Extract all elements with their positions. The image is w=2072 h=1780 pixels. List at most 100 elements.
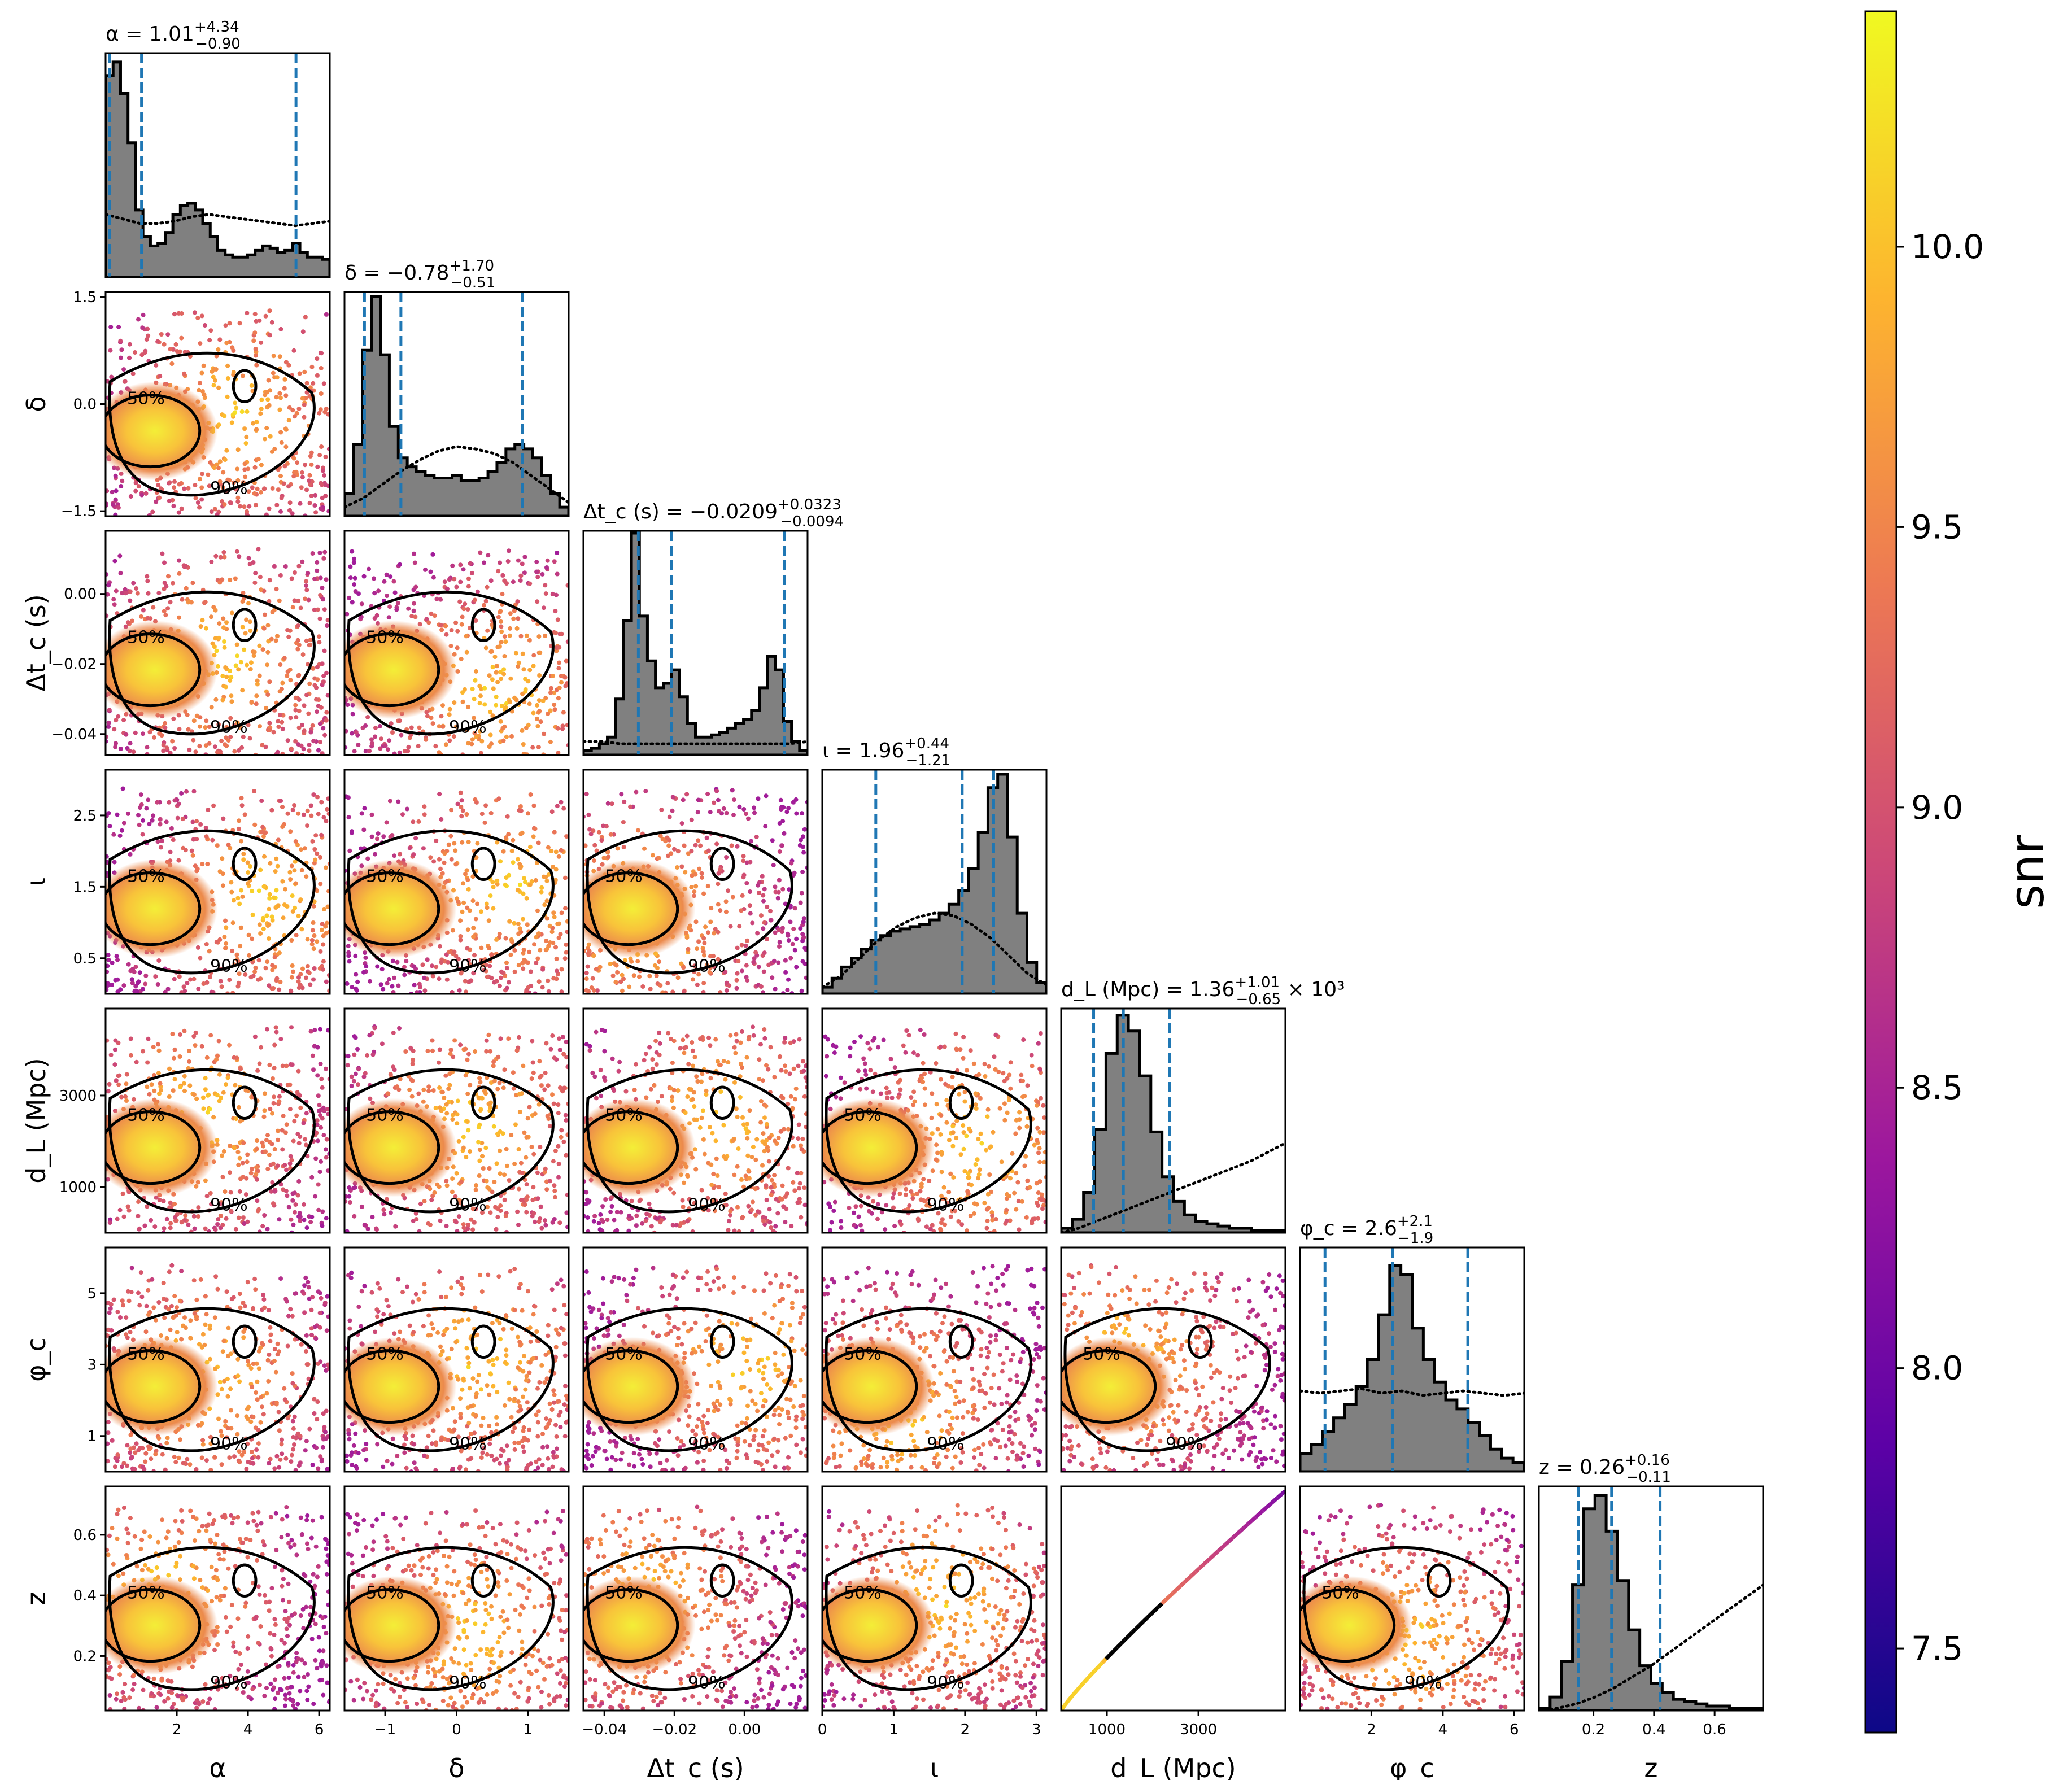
contour-50: [1061, 1349, 1157, 1424]
hist-title-z: z = 0.26+0.16 −0.11: [1539, 1452, 1671, 1486]
colorbar-tick-label: 9.0: [1911, 788, 1963, 827]
x-axis-phic: 2 4 6 φ_c: [1367, 1711, 1519, 1780]
hist-title-phic: φ_c = 2.6+2.1 −1.9: [1300, 1213, 1433, 1247]
contour-label-50: 50%: [127, 1106, 165, 1125]
prior-line-delta: [344, 445, 569, 509]
hist-frame-dL: [1060, 1007, 1286, 1234]
scatter-frame: [1060, 1246, 1286, 1473]
y-axis-dL: 3000 1000 d_L (Mpc): [21, 1058, 106, 1196]
hist-title-dtc: Δt_c (s) = −0.0209+0.0323 −0.0094: [583, 496, 844, 530]
hist-panel-alpha: α = 1.01+4.34 −0.90: [104, 19, 331, 278]
x-tick-label: 2: [1367, 1721, 1376, 1738]
contour-label-50: 50%: [605, 1345, 643, 1364]
y-axis-z: 0.6 0.4 0.2 z: [21, 1527, 106, 1665]
x-axis-iota: 0 1 2 3 ι: [818, 1711, 1041, 1780]
scatter-frame: [104, 530, 331, 756]
scatter-frame: [343, 1246, 570, 1473]
contour-label-90: 90%: [688, 1673, 726, 1692]
y-tick-label: −0.02: [51, 656, 97, 673]
contour-50-secondary: [232, 369, 258, 404]
y-tick-label: 3: [87, 1356, 97, 1373]
x-tick-label: 0.00: [728, 1721, 761, 1738]
contour-50-secondary: [232, 608, 258, 643]
contour-label-90: 90%: [449, 956, 487, 976]
contour-90: [347, 590, 555, 736]
x-tick-label: 1: [524, 1721, 533, 1738]
x-tick-label: 4: [1438, 1721, 1448, 1738]
hist-panel-dtc: Δt_c (s) = −0.0209+0.0323 −0.0094: [582, 496, 844, 756]
contour-50-secondary: [470, 608, 496, 643]
y-axis-label-iota: ι: [21, 878, 51, 887]
scatter-panel-phic-vs-iota: 50% 90%: [821, 1246, 1048, 1473]
hist-title-dL: d_L (Mpc) = 1.36+1.01 −0.65 × 10³: [1061, 974, 1345, 1008]
contour-50: [344, 871, 440, 946]
y-tick-label: 3000: [59, 1088, 97, 1105]
y-tick-label: 2.5: [73, 808, 97, 824]
scatter-panel-iota-vs-delta: 50% 90%: [343, 769, 570, 995]
y-tick-label: 1.5: [73, 879, 97, 896]
contour-label-90: 90%: [449, 717, 487, 737]
x-tick-label: 3: [1032, 1721, 1041, 1738]
contour-50: [1300, 1588, 1396, 1663]
y-axis-phic: 5 3 1 φ_c: [21, 1285, 106, 1445]
contour-90: [347, 829, 555, 975]
contour-90: [347, 1068, 555, 1214]
scatter-frame: [582, 769, 809, 995]
contour-label-90: 90%: [927, 1673, 965, 1692]
scatter-frame: [582, 1485, 809, 1712]
x-tick-label: 0: [818, 1721, 827, 1738]
contour-label-50: 50%: [127, 1583, 165, 1603]
histogram-bars-delta: [344, 295, 569, 516]
scatter-frame: [821, 1007, 1048, 1234]
x-axis-label-phic: φ_c: [1390, 1753, 1434, 1780]
contour-50-secondary: [470, 1563, 496, 1598]
contour-label-50: 50%: [1083, 1345, 1120, 1364]
contour-label-50: 50%: [366, 1106, 404, 1125]
x-tick-label: 3000: [1180, 1721, 1217, 1738]
contour-90: [108, 829, 316, 975]
contour-50: [344, 632, 440, 708]
scatter-panel-z-vs-dL: [1060, 1485, 1286, 1712]
x-axis-dtc: −0.04 −0.02 0.00 Δt_c (s): [582, 1711, 761, 1780]
y-tick-label: 1: [87, 1428, 97, 1445]
contour-label-90: 90%: [927, 1434, 965, 1454]
scatter-panel-dL-vs-dtc: 50% 90%: [582, 1007, 809, 1234]
contour-label-90: 90%: [210, 1434, 248, 1454]
scatter-frame: [104, 1007, 331, 1234]
contour-label-50: 50%: [605, 867, 643, 887]
scatter-panel-dL-vs-delta: 50% 90%: [343, 1007, 570, 1234]
y-axis-iota: 2.5 1.5 0.5 ι: [21, 808, 106, 967]
contour-label-50: 50%: [605, 1106, 643, 1125]
contour-50-secondary: [232, 1085, 258, 1120]
colorbar-tick-label: 9.5: [1911, 508, 1963, 546]
x-tick-label: −0.04: [582, 1721, 627, 1738]
y-tick-label: −0.04: [51, 726, 97, 743]
contour-50-secondary: [948, 1563, 974, 1598]
contour-label-90: 90%: [449, 1195, 487, 1215]
contour-label-50: 50%: [127, 628, 165, 648]
contour-50: [106, 632, 202, 708]
contour-90: [108, 590, 316, 736]
contour-50: [583, 871, 679, 946]
contour-label-50: 50%: [844, 1345, 882, 1364]
scatter-panel-dL-vs-alpha: 50% 90%: [104, 1007, 331, 1234]
x-axis-label-alpha: α: [209, 1753, 226, 1780]
histogram-bars-alpha: [106, 60, 330, 277]
colorbar-tick-label: 8.0: [1911, 1349, 1963, 1388]
x-tick-label: 0.4: [1642, 1721, 1665, 1738]
contour-label-90: 90%: [210, 1673, 248, 1692]
y-tick-label: 1000: [59, 1179, 97, 1196]
y-tick-label: 1.5: [73, 289, 97, 306]
contour-90: [108, 351, 316, 497]
contour-label-50: 50%: [127, 867, 165, 887]
contour-50: [344, 1349, 440, 1424]
hist-title-delta: δ = −0.78+1.70 −0.51: [344, 258, 495, 291]
prior-line-dtc: [583, 740, 808, 745]
scatter-panel-z-vs-iota: 50% 90%: [821, 1485, 1048, 1712]
hist-panel-phic: φ_c = 2.6+2.1 −1.9: [1299, 1213, 1525, 1473]
hist-frame-z: [1538, 1485, 1764, 1712]
hist-frame-iota: [821, 769, 1048, 995]
contour-50: [106, 1588, 202, 1663]
contour-label-50: 50%: [366, 1345, 404, 1364]
